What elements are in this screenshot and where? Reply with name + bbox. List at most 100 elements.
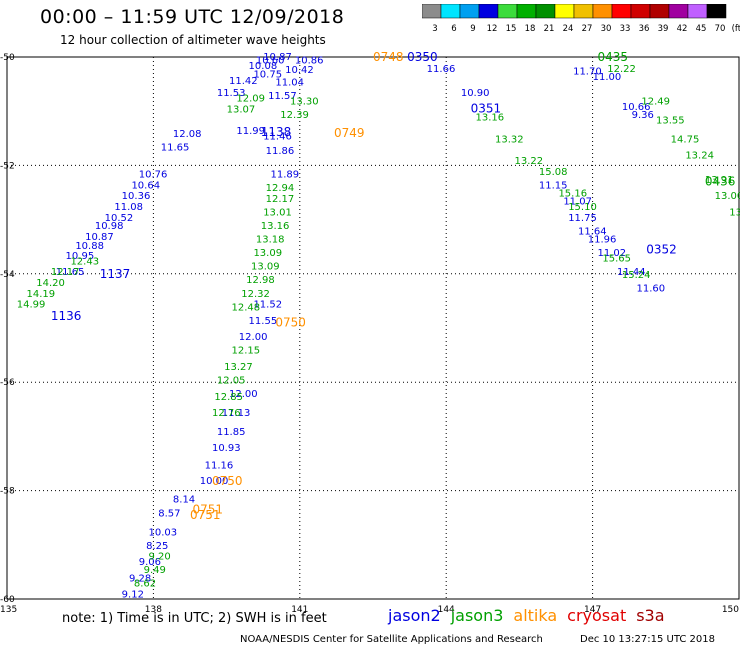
wave-height-label: 13.09 xyxy=(253,248,282,259)
pass-time-label: 0750 xyxy=(275,316,306,330)
color-scale-label: 18 xyxy=(525,24,536,34)
wave-height-label: 13.18 xyxy=(256,235,285,246)
pass-time-label: 0749 xyxy=(334,126,365,140)
wave-height-label: 11.13 xyxy=(222,408,251,419)
wave-height-label: 13.16 xyxy=(475,113,504,124)
wave-height-label: 14.20 xyxy=(36,278,65,289)
x-tick-label: 141 xyxy=(291,605,308,615)
wave-height-label: 12.00 xyxy=(239,332,268,343)
x-tick-label: 144 xyxy=(438,605,455,615)
pass-time-label: 0435 xyxy=(597,50,628,64)
pass-time-label: 0352 xyxy=(646,242,677,256)
wave-height-label: 10.42 xyxy=(285,65,314,76)
wave-height-label: 10.86 xyxy=(295,56,324,67)
color-scale-label: 24 xyxy=(563,24,574,34)
wave-height-label: 12.17 xyxy=(51,267,80,278)
pass-time-label: 0751 xyxy=(190,508,221,522)
wave-height-label: 10.95 xyxy=(66,251,95,262)
wave-height-label: 15.16 xyxy=(558,189,587,200)
legend-item-s3a: s3a xyxy=(636,606,665,625)
wave-height-label: 11.52 xyxy=(253,300,282,311)
wave-height-label: 13.27 xyxy=(224,362,253,373)
wave-height-label: 8.14 xyxy=(173,495,195,506)
wave-height-label: 14.75 xyxy=(671,134,700,145)
wave-height-label: 12.17 xyxy=(266,194,295,205)
wave-height-label: 10.00 xyxy=(200,476,229,487)
wave-height-label: 14.99 xyxy=(17,300,46,311)
wave-height-label: 11.65 xyxy=(161,142,190,153)
wave-height-label: 14.19 xyxy=(27,289,56,300)
color-scale-label: 9 xyxy=(470,24,475,34)
x-tick-label: 150 xyxy=(722,605,739,615)
wave-height-label: 13.00 xyxy=(715,191,740,202)
wave-height-label: 13.32 xyxy=(495,134,524,145)
color-swatch xyxy=(706,4,727,19)
wave-height-label: 9.28 xyxy=(129,573,151,584)
wave-height-label: 10.90 xyxy=(461,88,490,99)
wave-height-label: 11.04 xyxy=(275,77,304,88)
wave-height-label: 11.00 xyxy=(593,72,622,83)
wave-height-label: 11.46 xyxy=(263,132,292,143)
wave-height-label: 12.00 xyxy=(229,389,258,400)
color-scale-label: 27 xyxy=(582,24,593,34)
wave-height-label: 10.36 xyxy=(122,191,151,202)
wave-height-label: 11.07 xyxy=(563,197,592,208)
wave-height-label: 13.24 xyxy=(685,151,714,162)
wave-height-label: 12.05 xyxy=(217,375,246,386)
wave-height-label: 15.65 xyxy=(602,254,631,265)
color-scale-label: 30 xyxy=(601,24,612,34)
wave-height-label: 10.64 xyxy=(131,180,160,191)
wave-height-label: 10.88 xyxy=(75,241,104,252)
wave-height-label: 10.08 xyxy=(249,61,278,72)
wave-height-label: 13.07 xyxy=(227,104,256,115)
y-tick-label: -58 xyxy=(0,487,15,497)
wave-height-label: 13.03 xyxy=(729,207,740,218)
wave-height-label: 10.76 xyxy=(139,170,168,181)
pass-time-label: 0436 xyxy=(705,175,736,189)
pass-time-label: 1136 xyxy=(51,309,82,323)
wave-height-label: 10.93 xyxy=(212,443,241,454)
legend-item-jason2: jason2 xyxy=(388,606,441,625)
y-tick-label: -60 xyxy=(0,595,15,605)
wave-height-label: 11.57 xyxy=(268,91,297,102)
wave-height-label: 11.60 xyxy=(637,283,666,294)
wave-height-label: 9.20 xyxy=(149,552,171,563)
wave-height-label: 12.85 xyxy=(214,392,243,403)
y-tick-label: -52 xyxy=(0,161,15,171)
satellite-legend: jason2 jason3 altika cryosat s3a xyxy=(388,606,675,625)
color-scale-label: 42 xyxy=(677,24,688,34)
color-scale-label: 39 xyxy=(658,24,669,34)
wave-height-label: 11.53 xyxy=(217,88,246,99)
wave-height-label: 10.87 xyxy=(85,232,114,243)
credit-date: Dec 10 13:27:15 UTC 2018 xyxy=(580,634,715,645)
color-scale-label: 36 xyxy=(639,24,650,34)
legend-item-altika: altika xyxy=(513,606,558,625)
wave-height-label: 10.60 xyxy=(256,56,285,67)
y-tick-label: -56 xyxy=(0,378,15,388)
wave-height-label: 10.03 xyxy=(149,527,178,538)
wave-height-label: 13.91 xyxy=(705,175,734,186)
wave-height-label: 13.22 xyxy=(515,156,544,167)
wave-height-label: 11.02 xyxy=(597,248,626,259)
wave-height-label: 11.55 xyxy=(249,316,278,327)
wave-height-label: 11.89 xyxy=(271,170,300,181)
wave-height-label: 12.76 xyxy=(212,408,241,419)
pass-time-label: 1138 xyxy=(261,125,292,139)
color-scale-label: 21 xyxy=(544,24,555,34)
chart-subtitle: 12 hour collection of altimeter wave hei… xyxy=(60,33,326,47)
color-scale-label: (ft) xyxy=(732,24,740,34)
wave-height-label: 12.94 xyxy=(266,183,295,194)
wave-height-label: 10.66 xyxy=(622,102,651,113)
wave-height-label: 15.10 xyxy=(568,202,597,213)
wave-height-label: 12.43 xyxy=(70,256,99,267)
footnote: note: 1) Time is in UTC; 2) SWH is in fe… xyxy=(62,611,327,626)
wave-height-label: 10.75 xyxy=(253,69,282,80)
wave-height-label: 12.39 xyxy=(280,110,309,121)
y-tick-label: -50 xyxy=(0,53,15,63)
x-tick-label: 147 xyxy=(584,605,601,615)
wave-height-label: 12.48 xyxy=(231,302,260,313)
pass-time-label: 0351 xyxy=(471,101,502,115)
wave-height-label: 11.86 xyxy=(266,146,295,157)
wave-height-label: 11.08 xyxy=(114,202,143,213)
